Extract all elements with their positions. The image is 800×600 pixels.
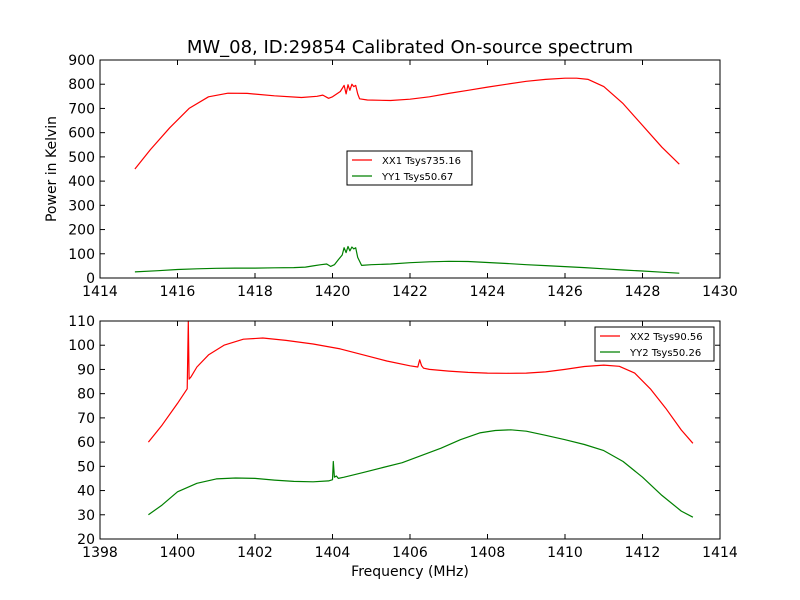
y-tick-label: 100 bbox=[68, 338, 95, 354]
series-line-yy2 bbox=[148, 429, 694, 518]
x-tick-label: 1414 bbox=[702, 545, 738, 561]
top-plot-frame bbox=[99, 59, 721, 279]
y-tick-label: 800 bbox=[68, 77, 95, 93]
x-tick-label: 1426 bbox=[547, 284, 583, 300]
x-axis-label: Frequency (MHz) bbox=[351, 564, 469, 580]
x-tick-label: 1422 bbox=[392, 284, 428, 300]
x-tick-label: 1414 bbox=[82, 284, 118, 300]
series-line-xx2 bbox=[147, 320, 694, 444]
bottom-plot-frame bbox=[99, 320, 721, 540]
x-tick-label: 1430 bbox=[702, 284, 738, 300]
bottom-legend-box bbox=[594, 326, 715, 362]
top-legend: XX1 Tsys735.16 YY1 Tsys50.67 bbox=[346, 150, 473, 186]
y-tick-label: 60 bbox=[77, 435, 95, 451]
x-tick-label: 1410 bbox=[547, 545, 583, 561]
y-tick-label: 110 bbox=[68, 314, 95, 330]
top-plot-ticks: 1414 1416 1418 1420 1422 1424 1426 1428 1430 0 100… bbox=[68, 53, 738, 300]
y-tick-label: 100 bbox=[68, 247, 95, 263]
x-tick-label: 1418 bbox=[237, 284, 273, 300]
y-tick-label: 200 bbox=[68, 223, 95, 239]
x-tick-label: 1404 bbox=[315, 545, 351, 561]
x-tick-label: 1412 bbox=[625, 545, 661, 561]
series-line-yy1 bbox=[134, 245, 680, 274]
top-legend-box bbox=[346, 150, 473, 186]
top-y-axis-label: Power in Kelvin bbox=[44, 116, 60, 222]
x-tick-label: 1408 bbox=[470, 545, 506, 561]
legend-label-xx1: XX1 Tsys735.16 bbox=[382, 156, 461, 167]
x-tick-label: 1402 bbox=[237, 545, 273, 561]
chart-title: MW_08, ID:29854 Calibrated On-source spe… bbox=[187, 37, 633, 58]
y-tick-label: 40 bbox=[77, 484, 95, 500]
y-tick-label: 50 bbox=[77, 459, 95, 475]
bottom-plot-ticks: 1398 1400 1402 1404 1406 1408 1410 1412 1414 20 30… bbox=[68, 314, 738, 561]
y-tick-label: 80 bbox=[77, 387, 95, 403]
y-tick-label: 600 bbox=[68, 126, 95, 142]
x-tick-label: 1398 bbox=[82, 545, 118, 561]
y-tick-label: 0 bbox=[86, 271, 95, 287]
y-tick-label: 20 bbox=[77, 532, 95, 548]
y-tick-label: 900 bbox=[68, 53, 95, 69]
x-tick-label: 1400 bbox=[160, 545, 196, 561]
x-tick-label: 1420 bbox=[315, 284, 351, 300]
y-tick-label: 400 bbox=[68, 174, 95, 190]
legend-label-yy1: YY1 Tsys50.67 bbox=[381, 172, 453, 183]
y-tick-label: 90 bbox=[77, 362, 95, 378]
x-tick-label: 1406 bbox=[392, 545, 428, 561]
y-tick-label: 300 bbox=[68, 198, 95, 214]
legend-label-xx2: XX2 Tsys90.56 bbox=[630, 332, 703, 343]
x-tick-label: 1416 bbox=[160, 284, 196, 300]
top-plot-series-layer bbox=[134, 77, 680, 274]
series-line-xx1 bbox=[134, 77, 680, 170]
x-tick-label: 1424 bbox=[470, 284, 506, 300]
bottom-plot-panel: 1398 1400 1402 1404 1406 1408 1410 1412 1414 20 30… bbox=[68, 314, 738, 580]
y-tick-label: 70 bbox=[77, 411, 95, 427]
bottom-plot-series-layer bbox=[147, 320, 694, 518]
x-tick-label: 1428 bbox=[625, 284, 661, 300]
y-tick-label: 700 bbox=[68, 101, 95, 117]
y-tick-label: 500 bbox=[68, 150, 95, 166]
y-tick-label: 30 bbox=[77, 508, 95, 524]
legend-label-yy2: YY2 Tsys50.26 bbox=[629, 348, 701, 359]
bottom-legend: XX2 Tsys90.56 YY2 Tsys50.26 bbox=[594, 326, 715, 362]
top-plot-panel: 1414 1416 1418 1420 1422 1424 1426 1428 1430 0 100… bbox=[44, 53, 738, 300]
